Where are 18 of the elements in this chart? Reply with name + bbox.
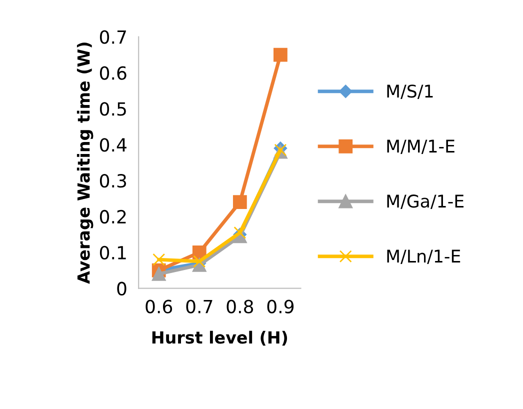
x-tick-label: 0.7 [186,300,212,314]
y-tick-label: 0.5 [100,102,126,116]
y-tick-label: 0.4 [100,138,126,152]
legend-label: M/S/1 [387,84,433,100]
legend-label: M/M/1-E [387,140,454,154]
y-tick-label: 0.2 [100,210,126,224]
y-tick-label: 0.1 [100,246,126,260]
y-tick-label: 0 [117,282,126,296]
x-tick-label: 0.6 [146,300,172,314]
x-axis-title: Hurst level (H) [152,330,288,346]
x-tick-label: 0.8 [226,300,254,314]
y-tick-label: 0.6 [100,66,126,80]
y-tick-label: 0.7 [100,30,126,44]
legend-label: M/Ga/1-E [387,194,464,210]
y-axis-title: Average Waiting time (W) [76,42,94,284]
legend-label: M/Ln/1-E [387,250,460,264]
x-tick-label: 0.9 [267,300,294,314]
y-tick-label: 0.3 [100,174,126,188]
